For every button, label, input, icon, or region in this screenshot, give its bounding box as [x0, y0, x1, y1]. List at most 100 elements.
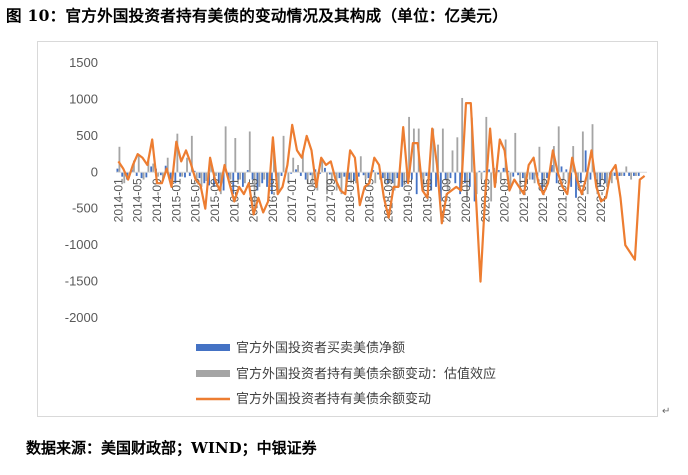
bar-valuation-effect	[364, 172, 367, 180]
bar-net-purchase	[348, 172, 351, 180]
bar-net-purchase	[459, 172, 462, 195]
bar-valuation-effect	[586, 172, 589, 195]
bar-valuation-effect	[137, 154, 140, 173]
bar-valuation-effect	[514, 132, 517, 173]
bar-valuation-effect	[292, 157, 295, 173]
bar-valuation-effect	[466, 172, 468, 202]
bar-net-purchase	[468, 172, 471, 187]
bar-valuation-effect	[200, 172, 203, 187]
bar-net-purchase	[401, 172, 404, 187]
bar-valuation-effect	[157, 172, 159, 177]
legend-label-net-purchase: 官方外国投资者买卖美债净额	[236, 340, 405, 356]
bar-net-purchase	[439, 172, 442, 202]
bar-valuation-effect	[630, 172, 633, 180]
bar-net-purchase	[391, 172, 394, 184]
bar-valuation-effect	[451, 150, 454, 173]
y-tick-label: 0	[91, 164, 98, 179]
bar-valuation-effect	[596, 172, 599, 195]
bar-valuation-effect	[190, 135, 193, 173]
bar-net-purchase	[193, 170, 196, 173]
bar-valuation-effect	[306, 172, 309, 184]
bar-valuation-effect	[635, 172, 637, 176]
bar-valuation-effect	[509, 172, 512, 187]
bar-valuation-effect	[519, 172, 522, 195]
bar-net-purchase	[135, 172, 138, 176]
bar-net-purchase	[579, 172, 582, 184]
x-tick-label: 2020-09	[498, 178, 512, 222]
legend-swatch-net-purchase	[196, 344, 230, 351]
figure-title: 图 10：官方外国投资者持有美债的变动情况及其构成（单位：亿美元）	[6, 6, 508, 25]
bar-net-purchase	[589, 172, 592, 180]
x-tick-label: 2017-01	[285, 178, 299, 222]
bar-net-purchase	[319, 172, 322, 174]
bar-valuation-effect	[123, 172, 126, 184]
bar-valuation-effect	[610, 172, 613, 184]
bar-net-purchase	[372, 170, 375, 173]
bar-net-purchase	[145, 172, 148, 178]
bar-net-purchase	[550, 165, 553, 173]
bar-valuation-effect	[528, 172, 531, 180]
bar-valuation-effect	[480, 172, 483, 180]
bar-valuation-effect	[470, 117, 473, 173]
bar-net-purchase	[502, 167, 505, 173]
bar-net-purchase	[599, 172, 602, 187]
bar-net-purchase	[531, 172, 534, 180]
bar-valuation-effect	[620, 172, 623, 176]
bar-valuation-effect	[229, 172, 232, 180]
bar-valuation-effect	[350, 172, 353, 184]
bar-net-purchase	[174, 172, 177, 184]
bar-valuation-effect	[215, 172, 217, 176]
bar-net-purchase	[343, 172, 346, 177]
bar-net-purchase	[246, 170, 249, 173]
bar-net-purchase	[618, 172, 621, 176]
bar-valuation-effect	[562, 172, 565, 180]
bar-valuation-effect	[282, 135, 285, 173]
bar-valuation-effect	[403, 172, 406, 186]
bar-net-purchase	[381, 172, 384, 179]
bar-net-purchase	[613, 172, 616, 176]
bar-net-purchase	[483, 170, 486, 173]
bar-valuation-effect	[244, 172, 246, 184]
bar-net-purchase	[410, 172, 413, 180]
bar-valuation-effect	[408, 116, 410, 173]
bar-valuation-effect	[533, 172, 536, 184]
bar-valuation-effect	[176, 133, 179, 173]
paragraph-mark: ↵	[662, 406, 671, 417]
bar-valuation-effect	[186, 157, 188, 173]
bar-valuation-effect	[297, 165, 299, 173]
bar-net-purchase	[150, 166, 153, 173]
bar-net-purchase	[338, 172, 341, 179]
bar-valuation-effect	[132, 160, 135, 173]
y-tick-label: -2000	[65, 310, 98, 325]
bar-valuation-effect	[258, 172, 261, 187]
bar-valuation-effect	[490, 172, 493, 202]
bar-net-purchase	[512, 172, 515, 177]
bar-net-purchase	[241, 172, 244, 187]
bar-valuation-effect	[384, 172, 386, 184]
bar-valuation-effect	[412, 128, 415, 173]
bar-net-purchase	[435, 172, 437, 187]
bar-valuation-effect	[591, 124, 594, 173]
bar-net-purchase	[159, 172, 162, 176]
source-note: 数据来源：美国财政部；WIND；中银证券	[26, 439, 317, 457]
x-tick-label: 2014-09	[150, 178, 164, 222]
y-tick-label: -1000	[65, 237, 98, 252]
bar-net-purchase	[256, 172, 259, 191]
bar-valuation-effect	[301, 150, 304, 173]
x-tick-label: 2021-05	[536, 178, 550, 222]
bar-net-purchase	[314, 169, 317, 173]
bar-net-purchase	[169, 172, 172, 180]
bar-valuation-effect	[326, 172, 328, 195]
bar-valuation-effect	[606, 172, 608, 187]
bar-net-purchase	[377, 172, 379, 175]
bar-net-purchase	[396, 172, 399, 179]
bar-net-purchase	[560, 166, 563, 173]
bar-valuation-effect	[239, 172, 242, 180]
x-tick-label: 2021-09	[556, 178, 570, 222]
bar-valuation-effect	[524, 172, 526, 187]
bar-net-purchase	[584, 150, 587, 173]
bar-valuation-effect	[181, 172, 184, 177]
bar-net-purchase	[604, 172, 606, 184]
x-tick-label: 2015-01	[169, 178, 183, 222]
x-tick-label: 2017-05	[305, 178, 319, 222]
